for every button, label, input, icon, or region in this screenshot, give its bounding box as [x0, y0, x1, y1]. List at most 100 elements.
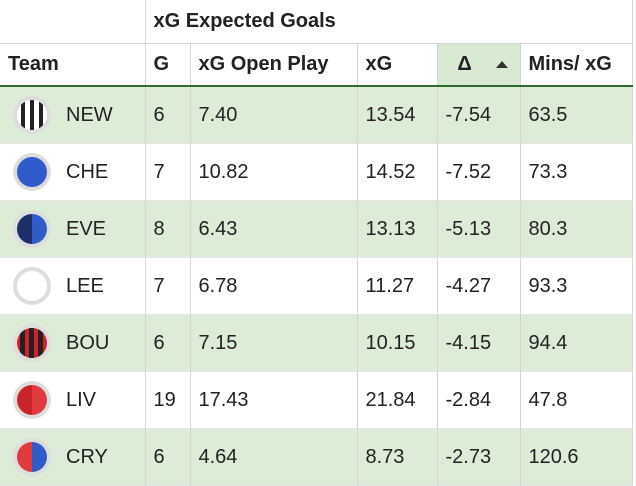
stat-value: 10.82: [198, 160, 249, 183]
team-badge: [13, 210, 51, 248]
stat-value: 7: [153, 274, 165, 297]
stat-value: -2.84: [445, 388, 492, 411]
stat-value: 13.13: [365, 217, 416, 240]
team-name: LIV: [66, 388, 97, 411]
stat-value: 7.15: [198, 331, 238, 354]
column-label: Team: [8, 53, 59, 75]
stat-value: 93.3: [528, 274, 568, 297]
team-cell: BOU: [0, 314, 146, 372]
empty-cell: [0, 0, 146, 44]
stat-value: 120.6: [528, 445, 579, 468]
stat-value: 10.15: [365, 331, 416, 354]
stat-value: 14.52: [365, 160, 416, 183]
column-header[interactable]: G: [145, 43, 191, 87]
column-label: Δ: [457, 53, 472, 75]
team: BOU: [8, 323, 145, 363]
stat-cell: 13.54: [357, 86, 438, 144]
stat-value: -4.27: [445, 274, 492, 297]
stat-value: 6.78: [198, 274, 238, 297]
stat-cell: 73.3: [520, 143, 633, 201]
team-cell: CRY: [0, 428, 146, 486]
stat-cell: -7.52: [437, 143, 521, 201]
stat-value: -4.15: [445, 331, 492, 354]
stat-cell: 7: [145, 143, 191, 201]
team-name: EVE: [66, 217, 107, 240]
stat-value: 73.3: [528, 160, 568, 183]
column-header[interactable]: Δ: [437, 43, 521, 87]
stat-value: 63.5: [528, 103, 568, 126]
stat-value: 7: [153, 160, 165, 183]
stat-cell: 21.84: [357, 371, 438, 429]
stat-value: -2.73: [445, 445, 492, 468]
stat-value: 94.4: [528, 331, 568, 354]
stat-cell: 6: [145, 428, 191, 486]
group-header-row: xG Expected Goals: [0, 0, 633, 44]
stat-value: -7.52: [445, 160, 492, 183]
stat-value: 19: [153, 388, 176, 411]
stat-value: 8.73: [365, 445, 405, 468]
team-name: NEW: [66, 103, 113, 126]
team-row[interactable]: BOU 6 7.15 10.15 -4.15 94.4: [0, 314, 633, 372]
team: EVE: [8, 209, 145, 249]
team: NEW: [8, 95, 145, 135]
stat-value: 6: [153, 103, 165, 126]
stat-cell: -5.13: [437, 200, 521, 258]
stat-value: 7.40: [198, 103, 238, 126]
team-row[interactable]: NEW 6 7.40 13.54 -7.54 63.5: [0, 86, 633, 144]
column-header[interactable]: Mins/ xG: [520, 43, 633, 87]
stat-cell: 7.15: [190, 314, 358, 372]
stat-cell: 10.15: [357, 314, 438, 372]
team-badge: [13, 438, 51, 476]
stat-cell: 7.40: [190, 86, 358, 144]
team-row[interactable]: LIV 19 17.43 21.84 -2.84 47.8: [0, 371, 633, 429]
stat-cell: 93.3: [520, 257, 633, 315]
team: LIV: [8, 380, 145, 420]
stat-cell: 6: [145, 314, 191, 372]
team-row[interactable]: CHE 7 10.82 14.52 -7.52 73.3: [0, 143, 633, 201]
stat-cell: 13.13: [357, 200, 438, 258]
team-badge: [13, 267, 51, 305]
stat-cell: 10.82: [190, 143, 358, 201]
team-name: LEE: [66, 274, 104, 297]
stat-value: 6.43: [198, 217, 238, 240]
stat-cell: 4.64: [190, 428, 358, 486]
team-name: BOU: [66, 331, 110, 354]
team-badge: [13, 381, 51, 419]
team-cell: LIV: [0, 371, 146, 429]
stat-cell: -2.73: [437, 428, 521, 486]
team: CRY: [8, 437, 145, 477]
stat-cell: 6.78: [190, 257, 358, 315]
stat-cell: 120.6: [520, 428, 633, 486]
team: LEE: [8, 266, 145, 306]
stat-cell: 17.43: [190, 371, 358, 429]
column-label: xG Open Play: [198, 53, 329, 75]
column-header[interactable]: xG Open Play: [190, 43, 358, 87]
column-header[interactable]: xG: [357, 43, 438, 87]
column-header[interactable]: Team: [0, 43, 146, 87]
stat-cell: -2.84: [437, 371, 521, 429]
stat-value: 21.84: [365, 388, 416, 411]
table-body: NEW 6 7.40 13.54 -7.54 63.5 CHE 7 10.82 14.52 -7.5…: [0, 86, 633, 486]
team-cell: CHE: [0, 143, 146, 201]
team-name: CHE: [66, 160, 109, 183]
team-row[interactable]: LEE 7 6.78 11.27 -4.27 93.3: [0, 257, 633, 315]
column-label: xG: [365, 53, 393, 75]
stat-value: 6: [153, 445, 165, 468]
stat-cell: 47.8: [520, 371, 633, 429]
stat-cell: 14.52: [357, 143, 438, 201]
column-label: Mins/ xG: [528, 53, 612, 75]
stat-cell: -4.27: [437, 257, 521, 315]
stat-cell: -4.15: [437, 314, 521, 372]
stat-cell: 8.73: [357, 428, 438, 486]
stat-value: 6: [153, 331, 165, 354]
team-badge: [13, 96, 51, 134]
team-cell: LEE: [0, 257, 146, 315]
stat-cell: 19: [145, 371, 191, 429]
team-cell: NEW: [0, 86, 146, 144]
team-row[interactable]: CRY 6 4.64 8.73 -2.73 120.6: [0, 428, 633, 486]
team-row[interactable]: EVE 8 6.43 13.13 -5.13 80.3: [0, 200, 633, 258]
stat-value: 13.54: [365, 103, 416, 126]
stat-value: 11.27: [365, 274, 415, 297]
stat-value: 47.8: [528, 388, 568, 411]
